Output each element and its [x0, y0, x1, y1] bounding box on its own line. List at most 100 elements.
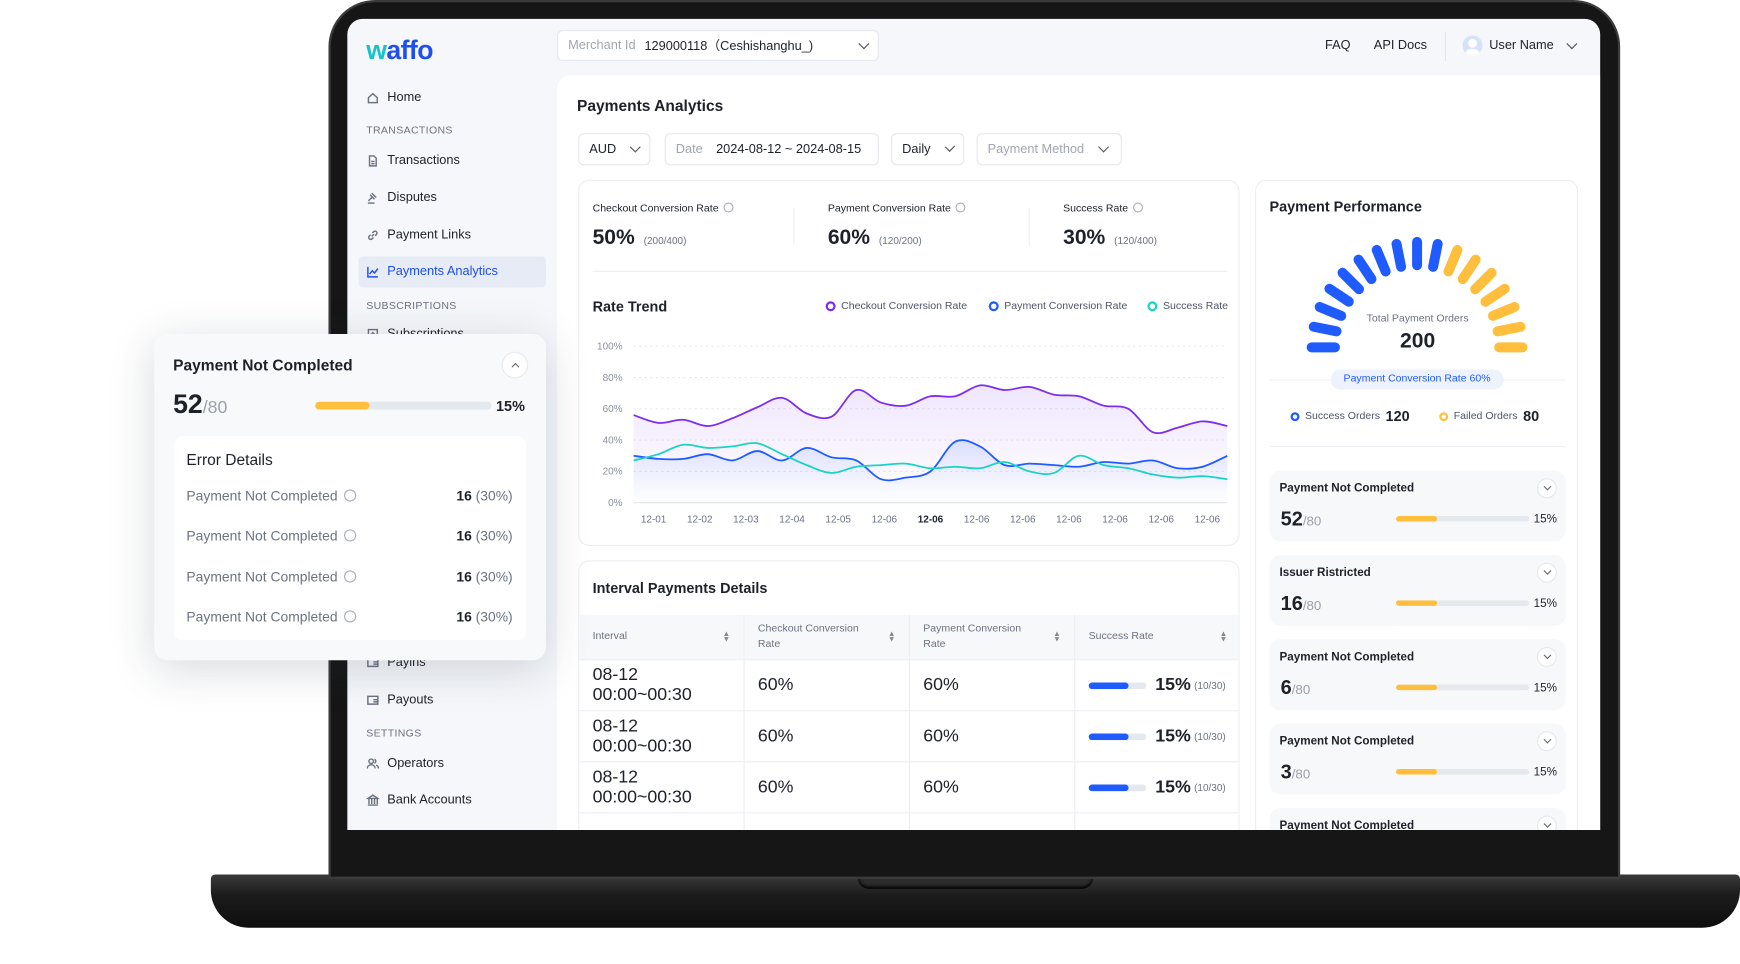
error-label: Payment Not Completed: [186, 569, 338, 585]
failure-count: 6/80: [1281, 676, 1311, 699]
legend-item[interactable]: Success Rate: [1147, 300, 1228, 312]
table-cell: 08-12 00:00~00:30: [579, 711, 745, 763]
failure-reason-card[interactable]: Payment Not Completed 52/80 15%: [1269, 470, 1566, 542]
merchant-select[interactable]: Merchant Id 129000118（Ceshishanghu_): [557, 29, 879, 62]
sidebar-item-transactions[interactable]: Transactions: [366, 154, 460, 168]
failure-pct: 15%: [1533, 765, 1557, 780]
x-tick-label: 12-02: [687, 515, 713, 526]
wallet-icon: [367, 695, 379, 705]
failure-reason-card[interactable]: Payment Not Completed 6/80 15%: [1269, 639, 1566, 711]
payment-method-select[interactable]: Payment Method: [976, 133, 1122, 166]
count-value: 52: [1280, 507, 1303, 530]
table-cell: 60%: [909, 711, 1076, 763]
cell-text: 15%: [1155, 675, 1191, 695]
waffo-logo[interactable]: waffo: [366, 35, 433, 66]
column-header[interactable]: Success Rate ▲ ▼: [1075, 614, 1239, 661]
sidebar-item-label: Operators: [387, 756, 445, 771]
document-icon: [368, 155, 377, 167]
failure-pct: 15%: [1533, 681, 1557, 695]
sidebar-item-label: Payouts: [387, 693, 434, 707]
performance-title: Payment Performance: [1269, 198, 1422, 215]
granularity-select[interactable]: Daily: [891, 133, 965, 166]
legend-item[interactable]: Checkout Conversion Rate: [825, 300, 967, 312]
legend-failed-orders: Failed Orders 80: [1439, 407, 1540, 425]
legend-item[interactable]: Payment Conversion Rate: [988, 300, 1128, 313]
failure-reason-card[interactable]: Payment Not Completed: [1269, 807, 1566, 831]
sidebar-item-bank-accounts[interactable]: Bank Accounts: [366, 793, 472, 807]
info-icon[interactable]: [955, 202, 966, 213]
chevron-down-icon: [858, 37, 870, 49]
failed-orders-label: Failed Orders: [1453, 410, 1518, 423]
metric-label: Checkout Conversion Rate: [593, 202, 734, 215]
expand-button[interactable]: [1536, 562, 1557, 583]
info-icon[interactable]: [723, 202, 734, 213]
failure-reason-card[interactable]: Issuer Ristricted 16/80 15%: [1269, 554, 1566, 626]
chart-icon: [367, 266, 379, 278]
sidebar-section-title: SETTINGS: [366, 727, 422, 740]
faq-link[interactable]: FAQ: [1324, 38, 1351, 53]
x-tick-label: 12-06: [1195, 515, 1221, 526]
error-count: 16: [456, 609, 472, 625]
sidebar-item-operators[interactable]: Operators: [366, 757, 444, 770]
sort-icon[interactable]: ▲ ▼: [1053, 630, 1061, 644]
sidebar-item-payouts[interactable]: Payouts: [366, 694, 433, 707]
table-cell: 60%: [744, 660, 910, 712]
payment-method-placeholder: Payment Method: [987, 142, 1085, 156]
metric-value-text: 50%: [592, 226, 635, 250]
expand-button[interactable]: [1536, 815, 1557, 831]
collapse-button[interactable]: [501, 351, 529, 379]
info-icon[interactable]: [344, 489, 357, 502]
sidebar-item-home[interactable]: Home: [366, 91, 421, 104]
legend-dot-icon: [825, 301, 836, 312]
series-line-0: [633, 384, 1228, 435]
info-icon[interactable]: [344, 610, 357, 623]
chevron-down-icon: [1542, 566, 1551, 575]
failure-reason-title: Issuer Ristricted: [1279, 565, 1371, 580]
sort-icon[interactable]: ▲ ▼: [722, 630, 731, 644]
sort-icon[interactable]: ▲ ▼: [887, 630, 896, 644]
header-text: Checkout Conversion: [757, 622, 859, 635]
date-label: Date: [675, 142, 703, 156]
info-icon[interactable]: [344, 570, 357, 583]
expand-button[interactable]: [1536, 478, 1557, 499]
dot-icon: [1290, 411, 1300, 421]
success-orders-label: Success Orders: [1305, 410, 1380, 423]
column-header[interactable]: Interval ▲ ▼: [579, 614, 745, 661]
expand-button[interactable]: [1536, 731, 1557, 752]
failure-count: 52/80: [1281, 508, 1322, 531]
table-cell: 60%: [909, 762, 1076, 814]
chevron-down-icon: [944, 141, 955, 153]
failure-reason-card[interactable]: Payment Not Completed 3/80 15%: [1269, 723, 1566, 795]
sidebar-item-payment-links[interactable]: Payment Links: [366, 229, 471, 242]
gauge-segment: [1391, 238, 1407, 272]
table-cell-empty: [1075, 813, 1238, 830]
sidebar-item-payments-analytics[interactable]: Payments Analytics: [366, 265, 498, 279]
failed-orders-value: 80: [1523, 407, 1540, 425]
gauge-segment: [1308, 321, 1342, 337]
sidebar-item-disputes[interactable]: Disputes: [366, 191, 437, 204]
info-icon[interactable]: [344, 529, 357, 542]
header-text: Success Rate: [1088, 630, 1154, 643]
user-menu-chevron-icon[interactable]: [1566, 38, 1578, 50]
sort-icon[interactable]: ▲ ▼: [1219, 630, 1228, 644]
info-icon[interactable]: [1132, 202, 1143, 213]
currency-select[interactable]: AUD: [578, 133, 651, 166]
avatar[interactable]: [1462, 35, 1483, 56]
gauge-segment: [1492, 321, 1526, 337]
merchant-label: Merchant Id: [568, 38, 636, 53]
error-detail-value: 16 (30%): [456, 569, 512, 585]
table-cell: 15% (10/30): [1075, 660, 1239, 712]
header-text: Payment Conversion: [923, 622, 1022, 635]
column-header[interactable]: Checkout Conversion Rate ▲ ▼: [744, 614, 910, 661]
expand-button[interactable]: [1536, 646, 1557, 667]
x-tick-label: 12-06: [872, 515, 898, 526]
error-detail-row: Payment Not Completed: [186, 569, 357, 585]
column-header[interactable]: Payment Conversion Rate ▲ ▼: [909, 614, 1076, 661]
metric-detail: (200/400): [643, 235, 687, 247]
user-name[interactable]: User Name: [1489, 38, 1554, 53]
failure-progress-bar: [1396, 684, 1530, 691]
legend-label: Payment Conversion Rate: [1004, 300, 1128, 313]
date-range-picker[interactable]: Date 2024-08-12 ~ 2024-08-15: [664, 133, 879, 166]
api-docs-link[interactable]: API Docs: [1373, 38, 1428, 53]
count-total: /80: [1302, 597, 1322, 614]
